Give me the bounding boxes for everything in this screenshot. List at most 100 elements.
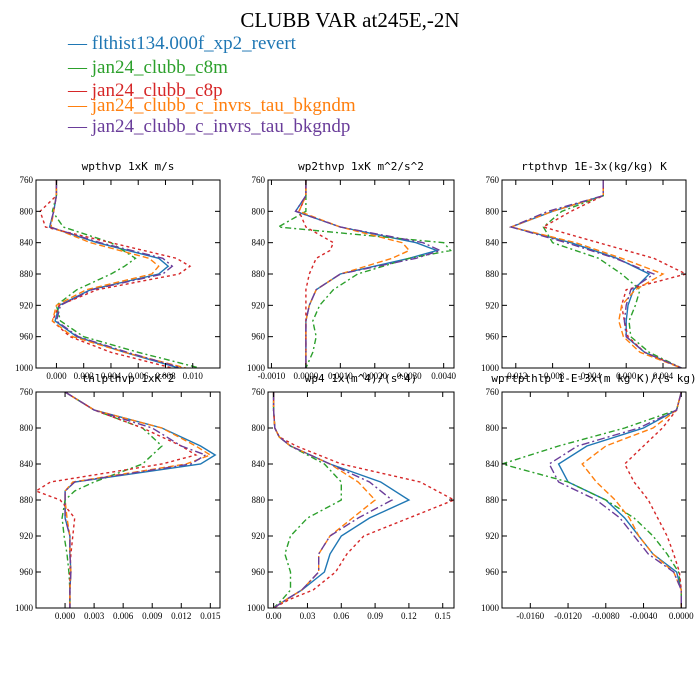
y-tick-label: 1000	[247, 363, 266, 373]
legend-entry: — jan24_clubb_c_invrs_tau_bkgndm	[67, 95, 356, 116]
x-tick-label: 0.006	[113, 611, 134, 621]
y-tick-label: 840	[252, 459, 266, 469]
x-tick-label: 0.000	[616, 371, 637, 381]
series-line	[51, 180, 200, 368]
y-tick-label: 920	[252, 300, 266, 310]
x-tick-label: 0.015	[200, 611, 221, 621]
x-tick-label: -0.012	[504, 371, 527, 381]
plot-frame	[267, 179, 455, 369]
series-line	[61, 392, 163, 608]
y-tick-label: 1000	[481, 603, 500, 613]
panel: wp2thvp 1xK m^2/s^2 760 800 840 880 920 960 100…	[247, 160, 457, 381]
y-tick-label: 800	[20, 206, 34, 216]
y-tick-label: 1000	[15, 603, 34, 613]
series-line	[502, 392, 682, 608]
y-tick-label: 880	[20, 495, 34, 505]
series-line	[508, 180, 682, 368]
series-line	[509, 180, 682, 368]
panel: wp4 1x(m^4)/(s^4)76080084088092096010000…	[247, 372, 455, 621]
x-tick-label: 0.12	[401, 611, 417, 621]
y-tick-label: 880	[486, 495, 500, 505]
panel: thlpthvp 1xK^2 760 800 840 880 920 960 1000 0.00…	[15, 372, 221, 621]
y-tick-label: 880	[252, 269, 266, 279]
panel: rtpthvp 1E-3x(kg/kg) K 760 800 840 880 920 960…	[481, 160, 687, 381]
y-tick-label: 800	[252, 423, 266, 433]
y-tick-label: 840	[252, 238, 266, 248]
series-line	[64, 392, 212, 608]
panel-title: wprtpthlp 1-E-3x(m kg K)/(s kg)	[491, 372, 696, 385]
panel: wprtpthlp 1-E-3x(m kg K)/(s kg) 760 800 840…	[481, 372, 697, 621]
series-line	[548, 392, 682, 608]
x-tick-label: 0.06	[333, 611, 349, 621]
legend-entry: — jan24_clubb_c_invrs_tau_bkgndp	[67, 116, 350, 137]
x-tick-label: 0.03	[300, 611, 316, 621]
y-tick-label: 760	[486, 387, 500, 397]
x-tick-label: 0.0010	[328, 371, 353, 381]
y-tick-label: 840	[486, 459, 500, 469]
x-tick-label: -0.0160	[516, 611, 544, 621]
x-tick-label: 0.012	[171, 611, 191, 621]
y-tick-label: 840	[486, 238, 500, 248]
y-tick-label: 880	[252, 495, 266, 505]
x-tick-label: 0.006	[128, 371, 149, 381]
panel-title: wp4 1x(m^4)/(s^4)	[305, 372, 418, 385]
y-tick-label: 800	[486, 423, 500, 433]
y-tick-label: 920	[486, 531, 500, 541]
series-line	[272, 392, 454, 608]
legend: — flthist134.000f_xp2_revert — jan24_clu…	[67, 33, 356, 137]
y-tick-label: 760	[20, 175, 34, 185]
y-tick-label: 880	[20, 269, 34, 279]
panel-title: wp2thvp 1xK m^2/s^2	[298, 160, 424, 173]
x-tick-label: 0.003	[84, 611, 105, 621]
y-tick-label: 920	[252, 531, 266, 541]
x-tick-label: 0.09	[367, 611, 383, 621]
legend-entry: — flthist134.000f_xp2_revert	[67, 33, 297, 54]
series-line	[272, 392, 342, 608]
x-tick-label: 0.008	[155, 371, 176, 381]
x-tick-label: 0.004	[653, 371, 674, 381]
x-tick-label: 0.0000	[669, 611, 694, 621]
panel: wpthvp 1xK m/s 760 800 840 880 920 960 1000 0.00…	[15, 160, 221, 381]
series-line	[508, 180, 682, 368]
x-tick-label: 0.009	[142, 611, 163, 621]
y-tick-label: 760	[252, 175, 266, 185]
y-tick-label: 1000	[247, 603, 266, 613]
series-line	[294, 180, 440, 368]
series-line	[541, 180, 686, 368]
panel-title: thlpthvp 1xK^2	[82, 372, 175, 385]
panel-title: wpthvp 1xK m/s	[82, 160, 175, 173]
legend-entry: — jan24_clubb_c8p	[67, 80, 223, 101]
x-tick-label: -0.008	[541, 371, 565, 381]
y-tick-label: 800	[252, 206, 266, 216]
y-tick-label: 840	[20, 459, 34, 469]
series-line	[542, 180, 682, 368]
x-tick-label: 0.010	[183, 371, 204, 381]
x-tick-label: -0.0040	[630, 611, 658, 621]
x-tick-label: -0.0010	[258, 371, 286, 381]
y-tick-label: 840	[20, 238, 34, 248]
y-tick-label: 960	[486, 332, 500, 342]
y-tick-label: 1000	[481, 363, 500, 373]
panel-title: rtpthvp 1E-3x(kg/kg) K	[521, 160, 667, 173]
series-line	[298, 180, 335, 368]
plot-frame	[267, 391, 455, 609]
series-line	[272, 392, 394, 608]
y-tick-label: 760	[252, 387, 266, 397]
y-tick-label: 800	[20, 423, 34, 433]
series-line	[557, 392, 682, 608]
x-tick-label: 0.0020	[362, 371, 387, 381]
series-line	[48, 180, 182, 368]
series-line	[298, 180, 411, 368]
y-tick-label: 960	[20, 332, 34, 342]
y-tick-label: 800	[486, 206, 500, 216]
y-tick-label: 920	[20, 300, 34, 310]
x-tick-label: -0.0120	[554, 611, 582, 621]
series-line	[623, 392, 682, 608]
y-tick-label: 960	[486, 567, 500, 577]
y-tick-label: 760	[486, 175, 500, 185]
series-line	[294, 180, 443, 368]
x-tick-label: 0.0000	[294, 371, 319, 381]
y-tick-label: 920	[486, 300, 500, 310]
plot-frame	[35, 391, 221, 609]
